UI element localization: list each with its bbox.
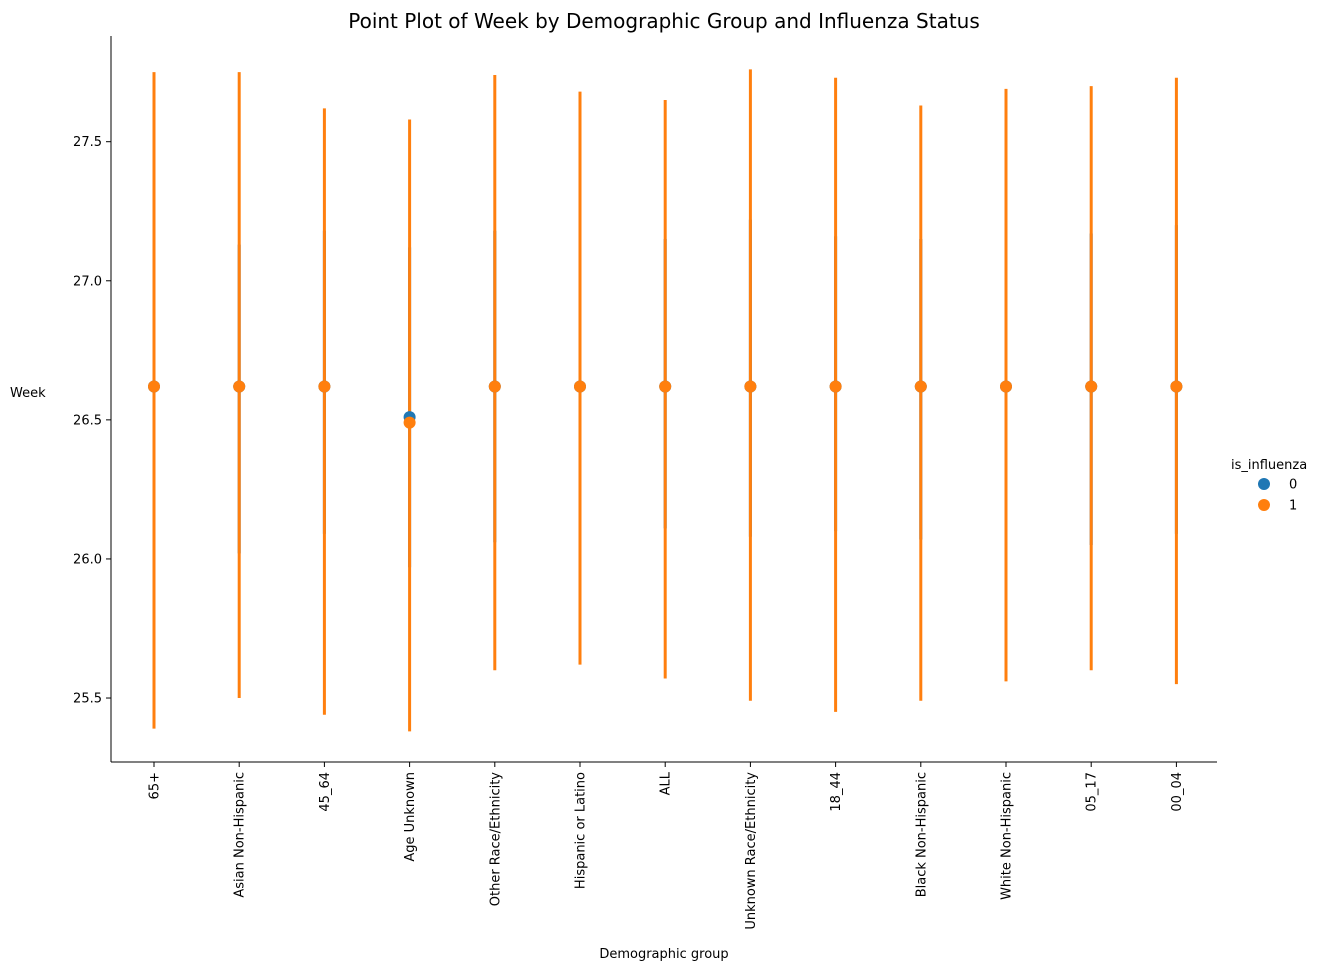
- y-tick-label: 26.0: [73, 552, 102, 567]
- y-tick-label: 26.5: [73, 413, 102, 428]
- y-axis-label: Week: [10, 386, 46, 401]
- x-tick-label: 45_64: [318, 772, 333, 812]
- series-1-point: [744, 380, 757, 393]
- series-1-point: [233, 380, 246, 393]
- series-1-point: [1000, 380, 1012, 393]
- series-1-point: [148, 380, 160, 393]
- legend-label-1: 1: [1289, 499, 1297, 514]
- series-1-point: [1085, 380, 1098, 393]
- legend: is_influenza 0 1: [1231, 458, 1307, 514]
- y-axis: 25.5 26.0 26.5 27.0 27.5: [73, 36, 112, 762]
- series-1-point: [1170, 380, 1183, 393]
- x-axis-label: Demographic group: [599, 947, 728, 962]
- x-tick-label: Hispanic or Latino: [574, 772, 589, 889]
- x-axis: 65+ Asian Non-Hispanic 45_64 Age Unknown Oth…: [111, 761, 1217, 930]
- series-1-point: [829, 380, 842, 393]
- x-tick-label: Unknown Race/Ethnicity: [744, 772, 759, 930]
- legend-marker-0: [1258, 478, 1270, 490]
- x-tick-label: 65+: [148, 772, 163, 799]
- plot-area: [148, 69, 1183, 732]
- x-tick-label: 00_04: [1170, 772, 1185, 812]
- legend-marker-1: [1258, 499, 1270, 511]
- series-1-point: [914, 380, 927, 393]
- y-tick-label: 25.5: [73, 692, 102, 707]
- chart-title: Point Plot of Week by Demographic Group …: [348, 9, 980, 33]
- y-tick-label: 27.0: [73, 274, 102, 289]
- x-tick-label: Other Race/Ethnicity: [488, 772, 503, 907]
- x-tick-label: ALL: [659, 771, 674, 795]
- series-1-point: [659, 380, 672, 393]
- y-tick-label: 27.5: [73, 135, 102, 150]
- series-1-point: [403, 416, 416, 429]
- x-tick-label: 05_17: [1085, 772, 1100, 812]
- series-1-point: [488, 380, 501, 393]
- legend-label-0: 0: [1289, 478, 1297, 493]
- x-tick-label: White Non-Hispanic: [1000, 772, 1015, 900]
- x-tick-label: Age Unknown: [403, 772, 418, 862]
- series-1-point: [318, 380, 331, 393]
- x-tick-label: Asian Non-Hispanic: [233, 772, 248, 898]
- series-1-point: [574, 380, 586, 393]
- x-tick-label: Black Non-Hispanic: [914, 772, 929, 897]
- x-tick-label: 18_44: [829, 772, 844, 812]
- legend-title: is_influenza: [1231, 458, 1307, 473]
